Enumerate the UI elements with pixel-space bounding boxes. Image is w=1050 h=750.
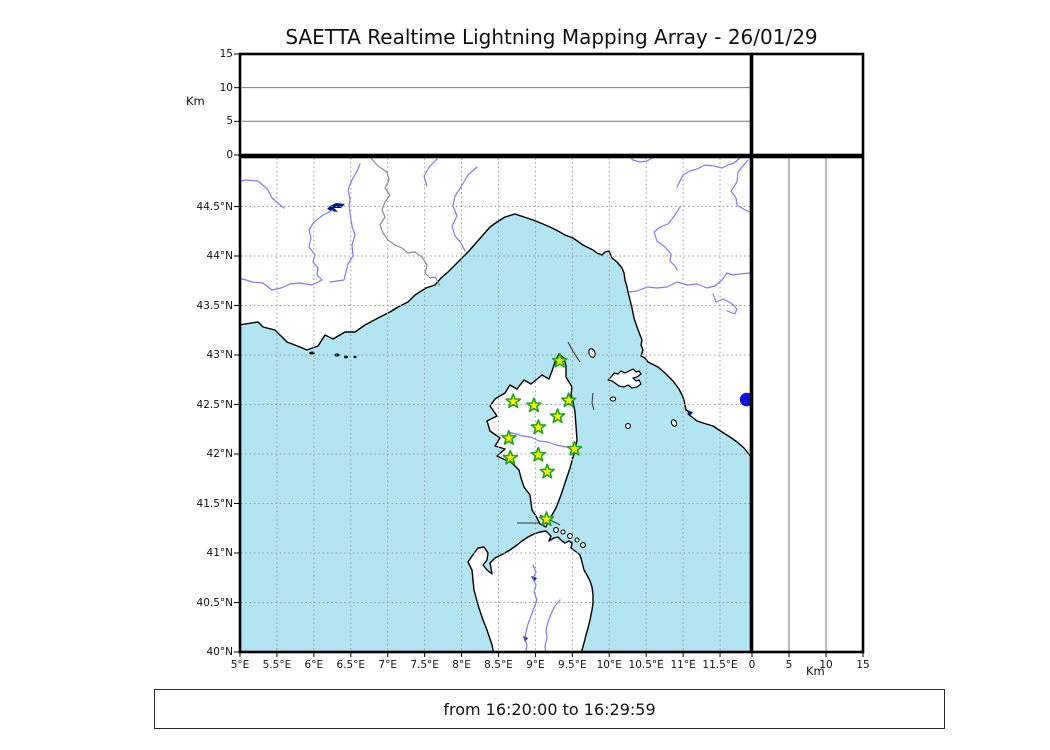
- lat-tick-label: 43°N: [206, 349, 233, 361]
- lon-tick-label: 7.5°E: [410, 659, 439, 671]
- elba-island: [607, 368, 642, 389]
- giglio-island: [670, 419, 678, 427]
- right-km-tick-label: 10: [819, 659, 833, 671]
- map-panel: [240, 157, 751, 652]
- lon-tick-label: 6.5°E: [336, 659, 366, 671]
- lat-tick-label: 40°N: [206, 646, 233, 658]
- top-altitude-panel-frame: [238, 52, 753, 157]
- top-km-tick-label: 10: [219, 81, 233, 94]
- lat-tick-label: 43.5°N: [196, 299, 233, 312]
- right-altitude-panel-frame: [750, 155, 865, 654]
- time-window-text: from 16:20:00 to 16:29:59: [443, 699, 656, 719]
- lma-station-star-marker: [501, 430, 517, 445]
- lon-tick-label: 9°E: [526, 659, 545, 671]
- lat-tick-label: 42°N: [206, 448, 233, 460]
- maddalena-islet: [553, 527, 559, 533]
- blue-dot-marker: [739, 392, 751, 407]
- lat-tick-label: 41.5°N: [196, 497, 233, 510]
- lon-tick-label: 9.5°E: [558, 659, 587, 671]
- maddalena-islet: [574, 537, 580, 543]
- lat-tick-label: 42.5°N: [196, 398, 233, 411]
- lon-tick-label: 10.5°E: [628, 659, 664, 671]
- lma-station-star-marker: [526, 397, 542, 413]
- chart-title: SAETTA Realtime Lightning Mapping Array …: [285, 25, 818, 49]
- lma-station-star-marker: [551, 352, 568, 368]
- lma-station-star-marker: [505, 393, 522, 409]
- lma-station-star-marker: [539, 463, 556, 479]
- top-km-tick-label: 15: [219, 48, 233, 60]
- rivers: [240, 157, 751, 652]
- lat-tick-label: 44.5°N: [196, 200, 233, 213]
- right-km-tick-label: 5: [785, 659, 793, 671]
- altitude-panel-gridlines: [242, 87, 827, 651]
- top-km-tick-label: 0: [226, 149, 233, 161]
- lma-station-star-marker: [538, 511, 555, 527]
- lma-station-star-marker: [566, 440, 583, 456]
- sardinia-island: [467, 530, 594, 652]
- lake-serre-poncon: [327, 203, 345, 212]
- panel-frames: [238, 52, 865, 654]
- lon-tick-label: 5.5°E: [262, 659, 292, 671]
- top-km-tick-label: 5: [226, 115, 233, 128]
- orbetello-lagoon: [687, 411, 693, 416]
- right-km-tick-label: 0: [748, 659, 756, 671]
- lma-station-star-marker: [549, 408, 566, 424]
- lma-station-star-marker: [530, 446, 547, 462]
- pianosa-island: [609, 396, 617, 402]
- corsica-island: [486, 353, 578, 528]
- lma-station-star-marker: [560, 392, 577, 408]
- lon-tick-label: 11.5°E: [702, 659, 738, 671]
- lon-tick-label: 8.5°E: [484, 659, 513, 671]
- corner-box-frame: [750, 52, 865, 157]
- lon-tick-label: 5°E: [230, 659, 250, 671]
- lma-station-star-marker: [530, 419, 547, 435]
- maddalena-islet: [567, 533, 573, 539]
- montecristo-island: [625, 423, 631, 429]
- top-panel-km-axis-label: Km: [186, 94, 205, 108]
- lat-tick-label: 44°N: [206, 250, 233, 262]
- lon-tick-label: 8°E: [452, 659, 471, 671]
- maddalena-islet: [580, 542, 586, 548]
- lma-station-star-marker: [502, 449, 519, 465]
- lat-tick-label: 40.5°N: [196, 596, 233, 609]
- right-km-tick-label: 15: [856, 659, 870, 671]
- axis-tick-marks: [234, 53, 864, 657]
- graticule-grid: [241, 158, 750, 651]
- maddalena-islet: [560, 529, 566, 535]
- lat-tick-label: 41°N: [206, 547, 233, 559]
- station-markers: [501, 352, 751, 527]
- lon-tick-label: 11°E: [670, 659, 696, 671]
- right-panel-km-axis-label: Km: [806, 664, 825, 678]
- lon-tick-label: 7°E: [378, 659, 397, 671]
- lon-tick-label: 6°E: [304, 659, 324, 671]
- time-window-status-box: from 16:20:00 to 16:29:59: [154, 689, 945, 729]
- lon-tick-label: 10°E: [596, 659, 622, 671]
